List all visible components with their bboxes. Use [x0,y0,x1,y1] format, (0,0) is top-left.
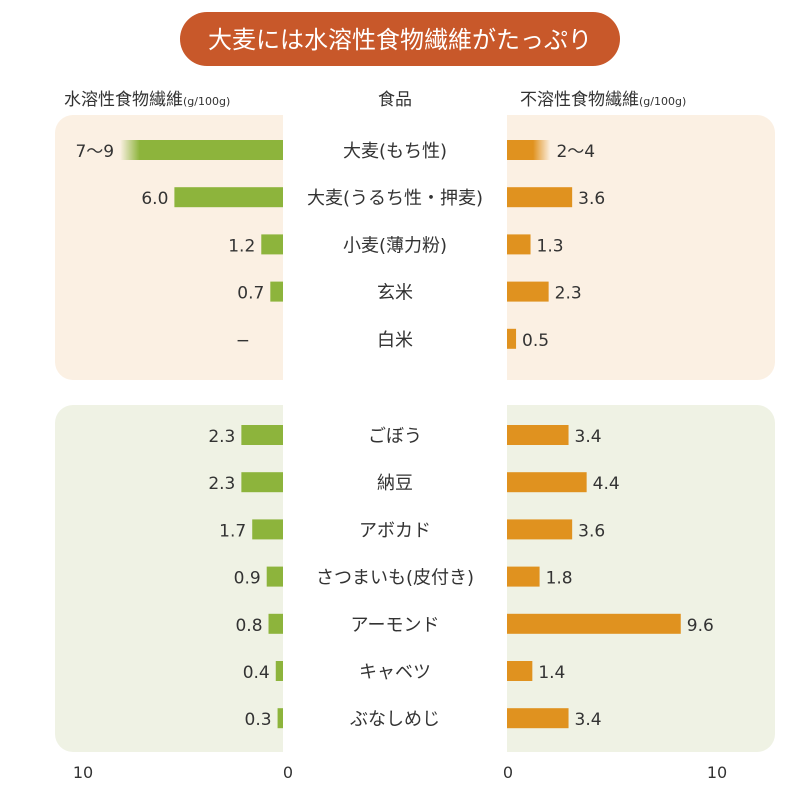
soluble-value-label: 2.3 [208,474,235,494]
soluble-value-label: 0.9 [234,569,261,589]
insoluble-bar [507,566,540,587]
insoluble-value-label: 3.6 [578,521,605,541]
left-axis-label: 水溶性食物繊維(g/100g) [64,90,230,110]
insoluble-bar [507,708,569,729]
tick-label-right-10: 10 [707,763,727,782]
title-pill [180,12,620,66]
insoluble-bar [507,472,587,493]
category-strip [283,115,507,380]
insoluble-value-label: 2〜4 [556,142,595,162]
right-axis-label: 不溶性食物繊維(g/100g) [520,90,686,110]
soluble-value-label: − [236,331,250,351]
soluble-value-label: 1.7 [219,521,246,541]
category-label: ぶなしめじ [350,709,440,730]
category-header: 食品 [378,90,412,110]
soluble-bar [261,234,283,255]
soluble-bar [120,140,283,160]
tick-label-right-0: 0 [503,763,513,782]
insoluble-bar [507,613,681,634]
insoluble-value-label: 3.6 [578,189,605,209]
insoluble-value-label: 3.4 [575,710,602,730]
soluble-value-label: 0.7 [237,284,264,304]
soluble-value-label: 7〜9 [75,142,114,162]
insoluble-bar [507,519,573,540]
soluble-bar [270,281,283,302]
category-label: 大麦(うるち性・押麦) [307,188,483,209]
insoluble-value-label: 0.5 [522,331,549,351]
category-strip [283,405,507,752]
insoluble-value-label: 2.3 [555,284,582,304]
insoluble-bar [507,425,569,445]
category-label: 大麦(もち性) [343,141,447,162]
soluble-bar [241,425,283,445]
insoluble-value-label: 4.4 [593,474,620,494]
soluble-value-label: 0.8 [235,616,262,636]
soluble-bar [275,661,283,681]
insoluble-bar [507,234,531,255]
insoluble-value-label: 1.3 [537,236,564,256]
category-label: 小麦(薄力粉) [343,235,447,256]
insoluble-bar [507,328,517,349]
soluble-bar [277,708,283,729]
soluble-value-label: 0.4 [243,663,270,683]
category-label: さつまいも(皮付き) [316,568,474,589]
soluble-bar [241,472,283,493]
insoluble-value-label: 1.4 [538,663,565,683]
soluble-bar [268,613,283,634]
insoluble-bar [507,661,533,681]
category-label: アボカド [359,520,431,541]
insoluble-value-label: 3.4 [575,427,602,447]
soluble-bar [252,519,283,540]
category-label: ごぼう [368,426,422,447]
insoluble-bar [507,140,551,160]
insoluble-value-label: 1.8 [546,569,573,589]
insoluble-value-label: 9.6 [687,616,714,636]
category-label: アーモンド [351,615,440,636]
insoluble-bar [507,281,549,302]
category-label: 白米 [377,330,413,351]
soluble-value-label: 0.3 [245,710,272,730]
soluble-bar [174,187,283,208]
category-label: 玄米 [377,283,413,304]
category-label: キャベツ [359,662,431,683]
chart-title: 大麦には水溶性食物繊維がたっぷり [208,26,592,54]
soluble-bar [266,566,283,587]
soluble-value-label: 2.3 [208,427,235,447]
insoluble-bar [507,187,573,208]
soluble-value-label: 6.0 [141,189,168,209]
tick-label-left-0: 0 [283,763,293,782]
category-label: 納豆 [377,473,413,494]
soluble-value-label: 1.2 [228,236,255,256]
tick-label-left-10: 10 [73,763,93,782]
